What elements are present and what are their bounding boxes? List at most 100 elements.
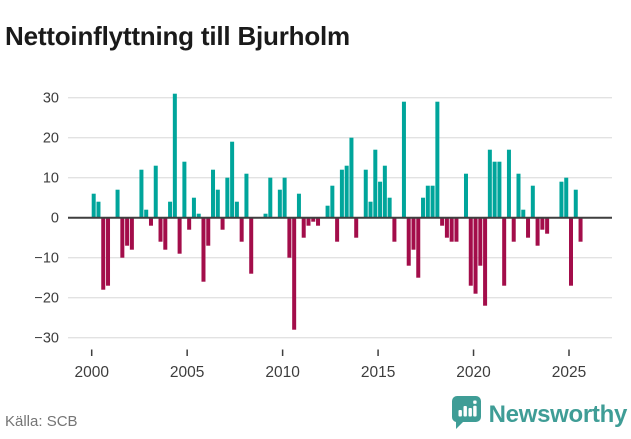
y-axis-label: 10 [43,171,59,187]
bar [172,93,177,218]
y-axis-label: 0 [51,211,59,227]
bar [425,185,430,218]
bar [206,217,211,246]
y-axis-label: 20 [43,131,59,147]
bar [191,197,196,218]
bar [196,213,201,218]
y-axis-label: −20 [34,291,59,307]
bar [349,137,354,218]
bar [363,169,368,218]
bar [401,101,406,218]
bar [511,217,516,242]
bar [339,169,344,218]
bar [220,217,225,230]
bar [435,101,440,218]
bar [468,217,473,286]
bar [535,217,540,246]
bar [239,217,244,242]
bar [387,197,392,218]
bar [120,217,125,258]
y-axis-label: −30 [34,331,59,347]
bar [444,217,449,238]
bar [526,217,531,238]
bar [506,149,511,218]
bar [287,217,292,258]
bar [96,201,101,218]
bar [201,217,206,282]
newsworthy-brand-name: Newsworthy [488,400,628,428]
bar [168,201,173,218]
bar [282,177,287,218]
bar [335,217,340,242]
bar [521,209,526,218]
bar [177,217,182,254]
bar [373,149,378,218]
bar [487,149,492,218]
bar [406,217,411,266]
bar [330,185,335,218]
x-axis-label: 2015 [361,364,395,381]
bar [545,217,550,234]
bar [416,217,421,278]
bar [211,169,216,218]
bar [225,177,230,218]
bar [106,217,111,286]
newsworthy-brand: Newsworthy [450,395,627,434]
bar [564,177,569,218]
bar [158,217,163,242]
bar [301,217,306,238]
bar [277,189,282,218]
bar [91,193,96,218]
bar [139,169,144,218]
bar [306,217,311,226]
x-axis-label: 2005 [170,364,204,381]
bar [268,177,273,218]
bar [559,181,564,218]
bar [316,217,321,226]
x-axis-label: 2020 [456,364,491,381]
bar [182,161,187,218]
bar [148,217,153,226]
x-axis-label: 2025 [552,364,586,381]
newsworthy-logo-icon [450,395,482,434]
bar [129,217,134,250]
bar [392,217,397,242]
bar [473,217,478,294]
bar [244,173,249,218]
bar [492,161,497,218]
bar [215,189,220,218]
y-axis-label: −10 [34,251,59,267]
bar [463,173,468,218]
bar [573,189,578,218]
bar [454,217,459,242]
source-label: Källa: SCB [5,413,78,430]
bar [292,217,297,330]
bar [578,217,583,242]
bar [125,217,130,246]
bar [311,217,316,222]
bar [378,181,383,218]
bar [354,217,359,238]
bar [344,165,349,218]
bar [368,201,373,218]
bar [483,217,488,306]
bar [382,165,387,218]
x-axis-label: 2010 [265,364,300,381]
bar [296,193,301,218]
bar [569,217,573,286]
bar [411,217,416,250]
bar [530,185,535,218]
bar [497,161,502,218]
bar [478,217,483,266]
bar [440,217,445,226]
y-axis-label: 30 [43,91,59,107]
bar [540,217,545,230]
bar [325,205,330,218]
bar [263,213,268,218]
bar-chart: 30 20 10 0 −10 −20 −30 2000 2005 2010 2015 2020 2025 [34,91,612,381]
footer: Källa: SCB Newsworthy [0,395,631,439]
x-axis-label: 2000 [74,364,109,381]
bar [502,217,507,286]
bar [449,217,454,242]
